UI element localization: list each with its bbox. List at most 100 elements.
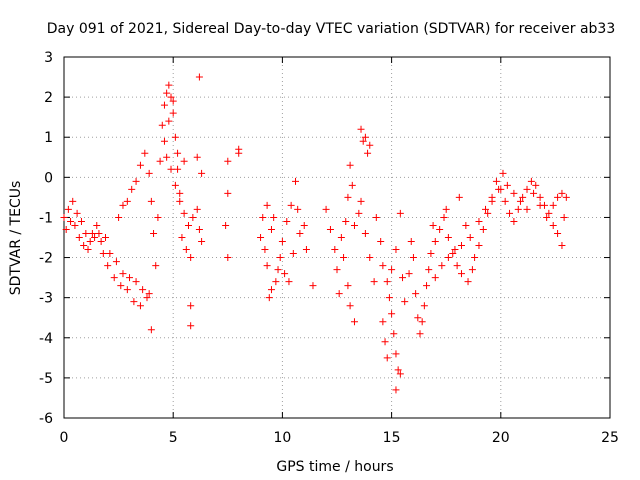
data-point xyxy=(364,149,372,157)
data-point xyxy=(272,278,280,286)
data-point xyxy=(283,217,291,225)
data-point xyxy=(431,238,439,246)
data-point xyxy=(163,153,171,161)
data-point xyxy=(523,185,531,193)
data-point xyxy=(224,157,232,165)
data-points xyxy=(60,73,570,394)
data-point xyxy=(75,234,83,241)
data-point xyxy=(396,370,404,378)
data-point xyxy=(101,234,109,241)
data-point xyxy=(270,213,278,221)
data-point xyxy=(189,213,197,221)
data-point xyxy=(381,338,389,346)
data-point xyxy=(388,310,396,318)
data-point xyxy=(224,189,232,197)
data-point xyxy=(379,318,387,326)
data-point xyxy=(438,262,446,270)
data-point xyxy=(366,141,374,149)
data-point xyxy=(187,254,195,262)
data-point xyxy=(132,177,140,185)
data-point xyxy=(132,278,140,286)
data-point xyxy=(475,217,483,225)
data-point xyxy=(97,238,105,246)
data-point xyxy=(136,161,144,169)
y-tick-label: -1 xyxy=(39,210,53,226)
data-point xyxy=(440,213,448,221)
data-point xyxy=(407,238,415,246)
data-point xyxy=(292,177,300,185)
axes: 0 5 10 15 20 25 -6 -5 -4 -3 -2 -1 0 1 2 3 xyxy=(39,50,619,446)
data-point xyxy=(549,221,557,229)
data-point xyxy=(150,229,158,237)
data-point xyxy=(350,221,358,229)
data-point xyxy=(562,193,570,201)
data-point xyxy=(514,205,522,213)
data-point xyxy=(370,278,378,286)
data-point xyxy=(366,254,374,262)
x-tick-label: 15 xyxy=(383,430,401,446)
data-point xyxy=(516,197,524,205)
data-point xyxy=(176,189,184,197)
data-point xyxy=(392,386,400,394)
x-tick-label: 5 xyxy=(169,430,178,446)
data-point xyxy=(289,250,297,258)
data-point xyxy=(545,209,553,217)
data-point xyxy=(355,209,363,217)
data-point xyxy=(335,290,343,298)
data-point xyxy=(420,302,428,310)
data-point xyxy=(471,254,479,262)
data-point xyxy=(401,298,409,306)
data-point xyxy=(427,250,435,258)
data-point xyxy=(174,165,182,173)
chart-title: Day 091 of 2021, Sidereal Day-to-day VTE… xyxy=(47,21,616,37)
data-point xyxy=(152,262,160,270)
data-point xyxy=(455,193,463,201)
y-tick-label: 3 xyxy=(44,50,53,66)
data-point xyxy=(425,266,433,274)
data-point xyxy=(147,197,155,205)
data-point xyxy=(436,225,444,233)
data-point xyxy=(69,197,77,205)
data-point xyxy=(195,225,203,233)
data-point xyxy=(361,229,369,237)
plot-border xyxy=(63,56,611,419)
data-point xyxy=(451,246,459,254)
data-point xyxy=(543,213,551,221)
grid xyxy=(64,57,610,418)
data-point xyxy=(449,250,457,258)
data-point xyxy=(457,242,465,250)
data-point xyxy=(62,225,70,233)
data-point xyxy=(510,217,518,225)
data-point xyxy=(372,213,380,221)
data-point xyxy=(274,266,282,274)
data-point xyxy=(222,221,230,229)
data-point xyxy=(198,169,206,177)
data-point xyxy=(276,254,284,262)
data-point xyxy=(484,209,492,217)
data-point xyxy=(431,274,439,282)
data-point xyxy=(95,229,103,237)
data-point xyxy=(392,350,400,358)
data-point xyxy=(409,254,417,262)
data-point xyxy=(141,149,149,157)
y-tick-label: 1 xyxy=(44,130,53,146)
data-point xyxy=(224,254,232,262)
data-point xyxy=(93,221,101,229)
data-point xyxy=(169,109,177,117)
data-point xyxy=(195,73,203,81)
data-point xyxy=(99,250,107,258)
data-point xyxy=(180,209,188,217)
data-point xyxy=(82,229,90,237)
data-point xyxy=(359,137,367,145)
data-point xyxy=(86,238,94,246)
data-point xyxy=(361,133,369,141)
data-point xyxy=(523,205,531,213)
data-point xyxy=(453,262,461,270)
data-point xyxy=(560,213,568,221)
data-point xyxy=(294,205,302,213)
data-point xyxy=(466,234,474,241)
y-tick-label: -4 xyxy=(39,331,53,347)
x-tick-label: 10 xyxy=(273,430,291,446)
data-point xyxy=(503,181,511,189)
